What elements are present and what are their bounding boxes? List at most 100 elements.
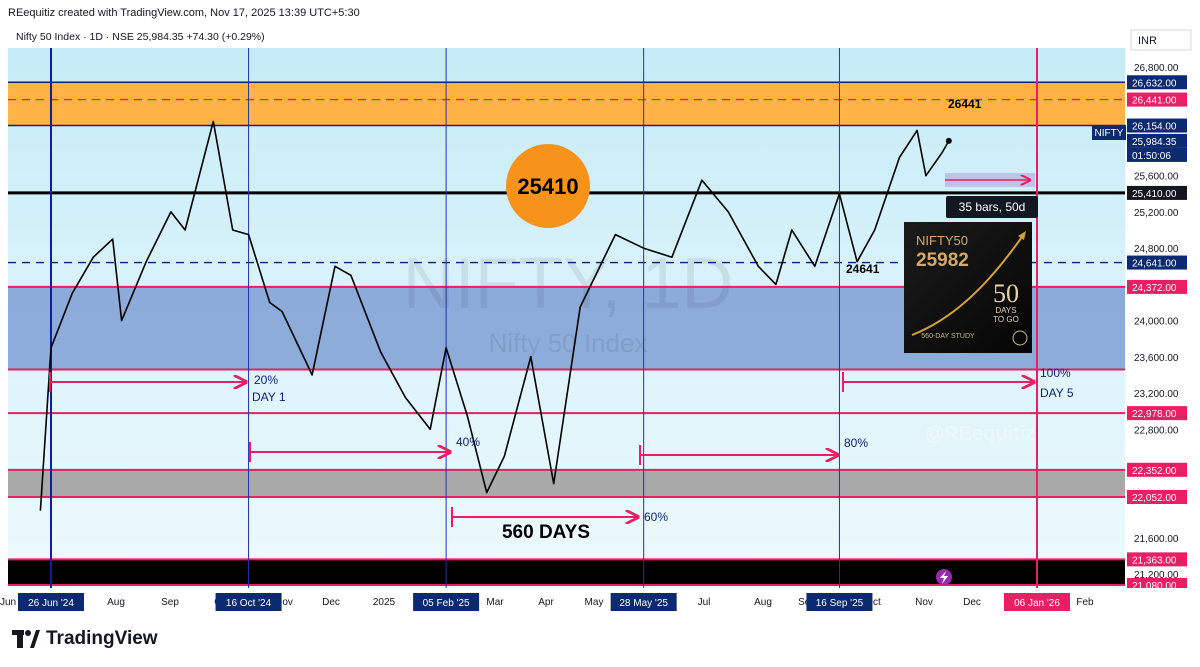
watermark-symbol: NIFTY, 1D <box>403 244 734 324</box>
label-24641: 24641 <box>846 262 880 276</box>
price-tick-9: 21,200.00 <box>1134 570 1179 581</box>
pct-80: 80% <box>844 436 868 450</box>
date-tag-1: 16 Oct '24 <box>226 598 272 609</box>
date-tag-4: 16 Sep '25 <box>816 598 864 609</box>
price-scale[interactable]: 26,800.00 25,600.00 25,200.00 24,800.00 24,0… <box>1127 63 1187 592</box>
svg-text:DAYS: DAYS <box>995 306 1016 315</box>
time-axis[interactable]: JunAugSepOctNovDec2025MarAprMayJulAugSep… <box>0 593 1094 611</box>
price-tag-4: 01:50:06 <box>1132 151 1171 162</box>
price-tag-bg-8 <box>1127 406 1187 421</box>
time-label-6: 2025 <box>373 597 396 608</box>
time-label-4: Nov <box>275 597 293 608</box>
price-tick-2: 25,200.00 <box>1134 208 1179 219</box>
price-tick-8: 21,600.00 <box>1134 534 1179 545</box>
time-label-0: Jun <box>0 597 16 608</box>
bars-count-box: 35 bars, 50d <box>946 196 1038 218</box>
svg-text:25410: 25410 <box>517 174 578 199</box>
last-price-dot <box>945 137 952 144</box>
date-tag-bg-1 <box>215 593 282 611</box>
price-tag-12: 21,080.00 <box>1132 581 1177 592</box>
price-tick-1: 25,600.00 <box>1134 172 1179 183</box>
svg-text:50: 50 <box>993 279 1019 308</box>
label-26441: 26441 <box>948 97 982 111</box>
symbol-tag: NIFTY <box>1092 125 1126 140</box>
date-tag-bg-5 <box>1004 593 1070 611</box>
time-label-15: Dec <box>963 597 981 608</box>
svg-text:NIFTY: NIFTY <box>1095 128 1124 139</box>
svg-text:INR: INR <box>1138 35 1157 47</box>
time-label-7: Mar <box>486 597 504 608</box>
time-label-1: Aug <box>107 597 125 608</box>
projection-arrow[interactable] <box>945 173 1035 187</box>
pct-20: 20% <box>254 373 278 387</box>
svg-text:25982: 25982 <box>916 250 969 271</box>
price-tag-0: 26,632.00 <box>1132 78 1177 89</box>
time-label-9: May <box>585 597 604 608</box>
tradingview-wordmark: TradingView <box>46 628 158 649</box>
price-tag-bg-6 <box>1127 255 1187 270</box>
watermark-name: Nifty 50 Index <box>489 328 648 358</box>
price-tick-5: 23,600.00 <box>1134 353 1179 364</box>
lightning-icon[interactable] <box>936 569 952 585</box>
price-tag-7: 24,372.00 <box>1132 283 1177 294</box>
price-tag-9: 22,352.00 <box>1132 466 1177 477</box>
time-label-14: Nov <box>915 597 933 608</box>
currency-box[interactable]: INR <box>1130 29 1192 51</box>
zone-orange <box>8 82 1125 126</box>
study-thumbnail: NIFTY50 25982 50 DAYS TO GO 560-DAY STUD… <box>904 222 1032 353</box>
date-tag-0: 26 Jun '24 <box>28 598 74 609</box>
price-tag-11: 21,363.00 <box>1132 555 1177 566</box>
svg-text:NIFTY50: NIFTY50 <box>916 233 968 248</box>
price-tag-bg-10 <box>1127 489 1187 504</box>
date-tag-2: 05 Feb '25 <box>423 598 470 609</box>
vertical-date-lines[interactable] <box>50 48 1038 588</box>
time-label-13: Oct <box>865 597 881 608</box>
date-tag-bg-4 <box>806 593 873 611</box>
price-tag-bg-3 <box>1127 133 1187 148</box>
symbol-header[interactable]: Nifty 50 Index · 1D · NSE 25,984.35 +74.… <box>16 31 265 43</box>
svg-text:560-DAY STUDY: 560-DAY STUDY <box>921 333 975 340</box>
price-tag-5: 25,410.00 <box>1132 189 1177 200</box>
svg-text:TO GO: TO GO <box>993 315 1019 324</box>
pct-100: 100% <box>1040 366 1071 380</box>
pct-40: 40% <box>456 435 480 449</box>
day5-label: DAY 5 <box>1040 386 1074 400</box>
price-tag-6: 24,641.00 <box>1132 259 1177 270</box>
price-tag-1: 26,441.00 <box>1132 96 1177 107</box>
price-tag-bg-4 <box>1127 147 1187 162</box>
date-tag-bg-2 <box>413 593 480 611</box>
pct-60: 60% <box>644 510 668 524</box>
svg-text:35 bars, 50d: 35 bars, 50d <box>959 200 1026 214</box>
price-tag-bg-9 <box>1127 462 1187 477</box>
days-label: 560 DAYS <box>502 522 590 543</box>
created-header: REequitiz created with TradingView.com, … <box>8 7 360 19</box>
tradingview-brand[interactable]: TradingView <box>12 628 158 650</box>
price-tick-4: 24,000.00 <box>1134 317 1179 328</box>
zone-black <box>8 559 1125 585</box>
progress-arrows[interactable] <box>49 372 1034 527</box>
price-tag-bg-5 <box>1127 185 1187 200</box>
level-circle-badge: 25410 <box>506 144 590 228</box>
price-tag-bg-0 <box>1127 75 1187 90</box>
tradingview-logo-icon <box>12 630 40 648</box>
watermark-handle: @REequitiz <box>925 423 1036 445</box>
price-tag-bg-2 <box>1127 118 1187 133</box>
time-label-2: Sep <box>161 597 179 608</box>
price-tag-8: 22,978.00 <box>1132 409 1177 420</box>
price-tag-bg-11 <box>1127 552 1187 567</box>
price-line[interactable] <box>39 120 950 511</box>
price-tag-3: 25,984.35 <box>1132 137 1177 148</box>
price-tag-bg-1 <box>1127 92 1187 107</box>
time-axis-panel[interactable] <box>0 588 1200 614</box>
date-tag-3: 28 May '25 <box>619 598 668 609</box>
price-tick-0: 26,800.00 <box>1134 63 1179 74</box>
time-label-11: Aug <box>754 597 772 608</box>
time-label-5: Dec <box>322 597 340 608</box>
date-tag-bg-0 <box>18 593 84 611</box>
date-tag-5: 06 Jan '26 <box>1014 598 1060 609</box>
price-tag-2: 26,154.00 <box>1132 122 1177 133</box>
price-tick-7: 22,800.00 <box>1134 425 1179 436</box>
day1-label: DAY 1 <box>252 390 286 404</box>
price-tick-3: 24,800.00 <box>1134 244 1179 255</box>
